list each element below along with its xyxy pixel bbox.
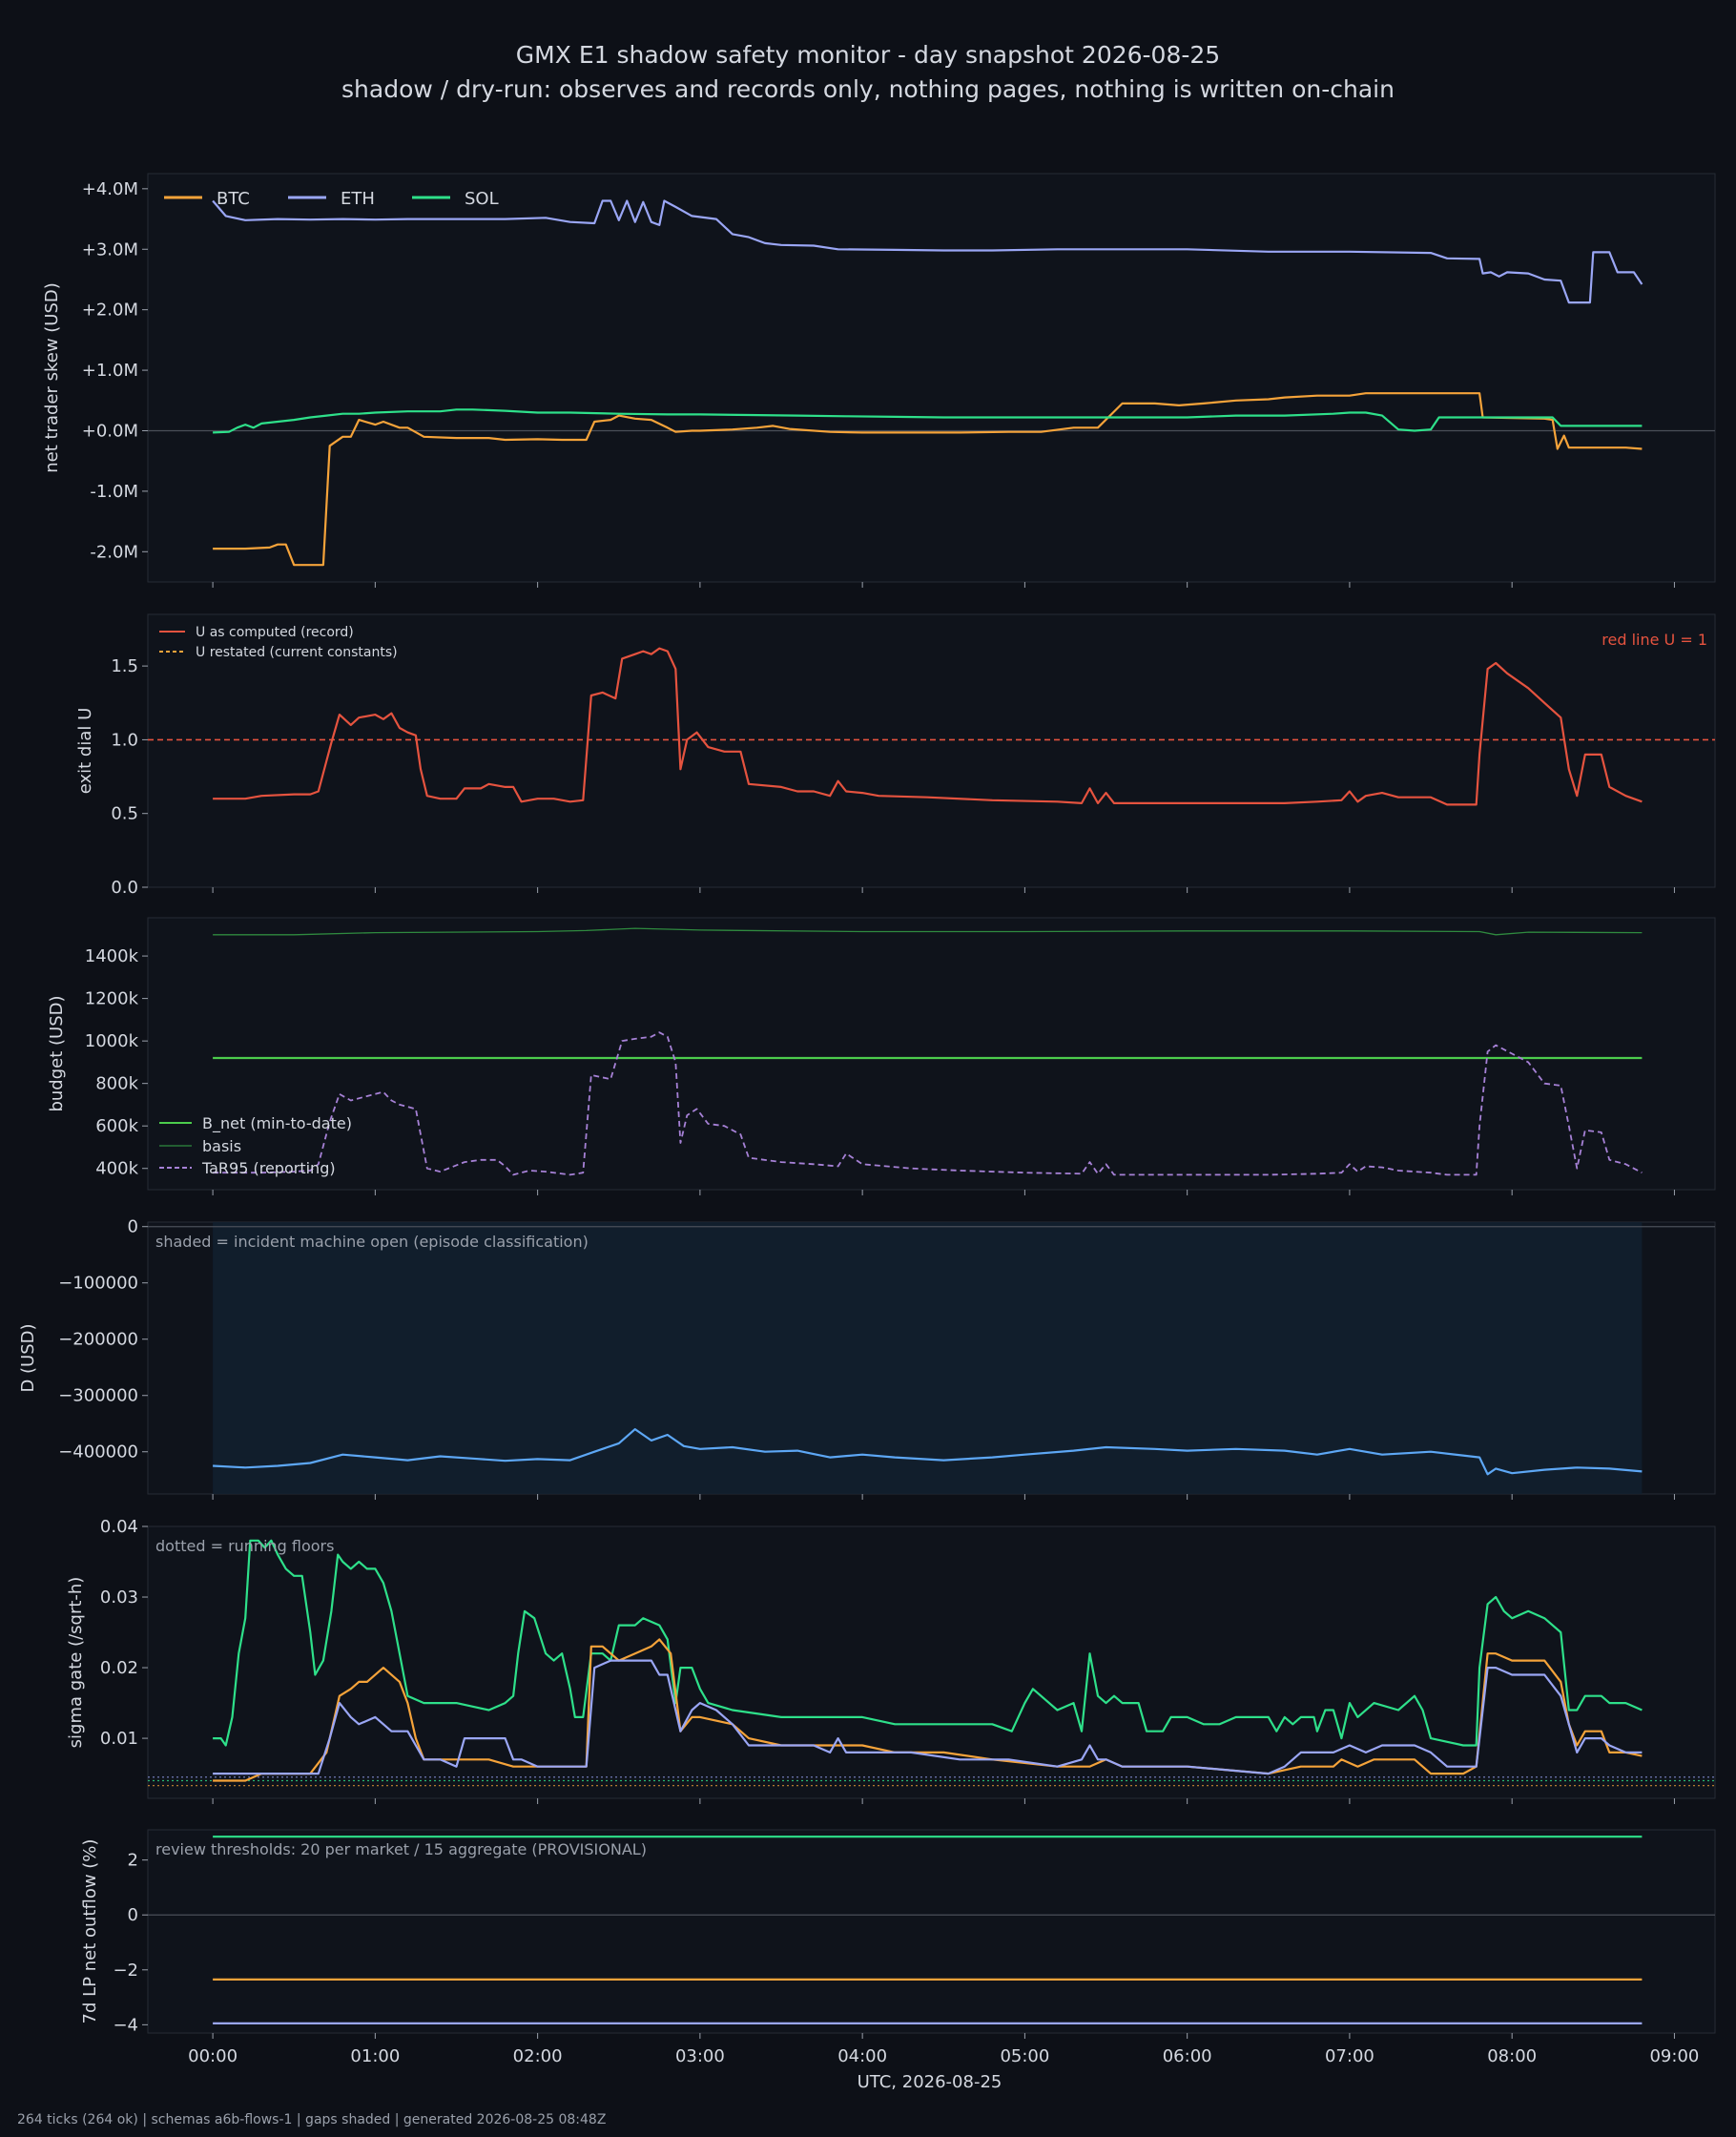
y-tick-label: −400000: [58, 1442, 138, 1463]
plot-area-2: [147, 917, 1716, 1191]
y-tick-label: 1200k: [85, 989, 139, 1009]
x-tick-label: 00:00: [188, 2046, 238, 2066]
panel-annotation: dotted = running floors: [155, 1537, 334, 1555]
y-tick-label: 0.02: [100, 1658, 138, 1678]
y-axis-label: exit dial U: [75, 708, 95, 795]
y-tick-label: −4: [113, 2015, 138, 2035]
series-line-eth: [212, 199, 1643, 304]
x-tick-label: 01:00: [350, 2046, 400, 2066]
y-tick-label: 0.01: [100, 1729, 138, 1749]
legend-label-sol: SOL: [465, 189, 499, 209]
plot-area-5: [147, 1829, 1716, 2034]
y-tick-label: 800k: [95, 1074, 138, 1094]
y-tick-label: 0: [128, 1905, 138, 1925]
y-tick-label: 0.04: [100, 1517, 138, 1537]
y-tick-label: 1400k: [85, 946, 139, 966]
y-tick-label: −200000: [58, 1330, 138, 1350]
series-line-btc: [213, 392, 1643, 567]
x-tick-label: 06:00: [1163, 2046, 1212, 2066]
series-line-sol: [213, 1539, 1643, 1747]
y-tick-label: 600k: [95, 1116, 138, 1136]
y-tick-label: 0.5: [111, 804, 138, 824]
panel-annotation: shaded = incident machine open (episode …: [155, 1233, 589, 1251]
x-tick-label: 09:00: [1649, 2046, 1699, 2066]
incident-shade: [213, 1222, 1643, 1494]
legend-label-basis: basis: [202, 1137, 241, 1155]
footer-status: 264 ticks (264 ok) | schemas a6b-flows-1…: [17, 2112, 607, 2127]
y-tick-label: +4.0M: [82, 179, 138, 199]
series-line-btc: [213, 1638, 1643, 1782]
y-tick-label: 0.03: [100, 1587, 138, 1608]
series-line-u: [213, 647, 1643, 806]
page-subtitle: shadow / dry-run: observes and records o…: [341, 75, 1395, 103]
y-tick-label: 2: [128, 1851, 138, 1871]
series-line-d: [213, 1428, 1643, 1476]
y-tick-label: +2.0M: [82, 301, 138, 321]
x-tick-label: 04:00: [837, 2046, 887, 2066]
y-tick-label: 400k: [95, 1159, 138, 1179]
plot-area-1: [147, 613, 1716, 888]
legend-label-btc: BTC: [217, 189, 250, 209]
series-line-sol: [213, 408, 1643, 434]
y-tick-label: 0.0: [111, 878, 138, 898]
y-tick-label: −300000: [58, 1386, 138, 1406]
page-title: GMX E1 shadow safety monitor - day snaps…: [515, 41, 1221, 69]
series-line-tar95: [213, 1031, 1643, 1176]
x-tick-label: 03:00: [675, 2046, 725, 2066]
y-tick-label: +1.0M: [82, 361, 138, 381]
legend-label-tar95: TaR95 (reporting): [201, 1159, 336, 1177]
legend-label-bnet: B_net (min-to-date): [202, 1114, 352, 1133]
y-tick-label: −2: [113, 1961, 138, 1981]
legend-label-u1: U restated (current constants): [196, 645, 398, 660]
x-axis-label: UTC, 2026-08-25: [858, 2072, 1002, 2092]
x-tick-label: 05:00: [1000, 2046, 1049, 2066]
legend-label-u0: U as computed (record): [196, 625, 354, 640]
y-axis-label: sigma gate (/sqrt-h): [66, 1577, 86, 1749]
y-axis-label: 7d LP net outflow (%): [80, 1839, 100, 2024]
y-tick-label: -2.0M: [90, 542, 138, 562]
chart-title-block: GMX E1 shadow safety monitor - day snaps…: [0, 38, 1736, 107]
y-tick-label: −100000: [58, 1274, 138, 1294]
y-tick-label: 1.0: [111, 730, 138, 750]
y-tick-label: -1.0M: [90, 482, 138, 502]
series-line-eth: [213, 1659, 1643, 1775]
panel-annotation: review thresholds: 20 per market / 15 ag…: [155, 1840, 647, 1858]
y-tick-label: +3.0M: [82, 239, 138, 259]
series-line-basis: [213, 927, 1643, 936]
y-tick-label: 1.5: [111, 656, 138, 676]
y-axis-label: D (USD): [18, 1323, 38, 1392]
x-tick-label: 07:00: [1325, 2046, 1374, 2066]
legend-label-eth: ETH: [341, 189, 375, 209]
plot-area-0: [147, 173, 1716, 583]
y-axis-label: budget (USD): [47, 995, 67, 1111]
x-tick-label: 08:00: [1487, 2046, 1537, 2066]
redline-annotation: red line U = 1: [1602, 631, 1707, 649]
x-tick-label: 02:00: [513, 2046, 563, 2066]
y-tick-label: 0: [128, 1217, 138, 1237]
y-axis-label: net trader skew (USD): [42, 282, 62, 473]
y-tick-label: 1000k: [85, 1031, 139, 1051]
y-tick-label: +0.0M: [82, 421, 138, 441]
